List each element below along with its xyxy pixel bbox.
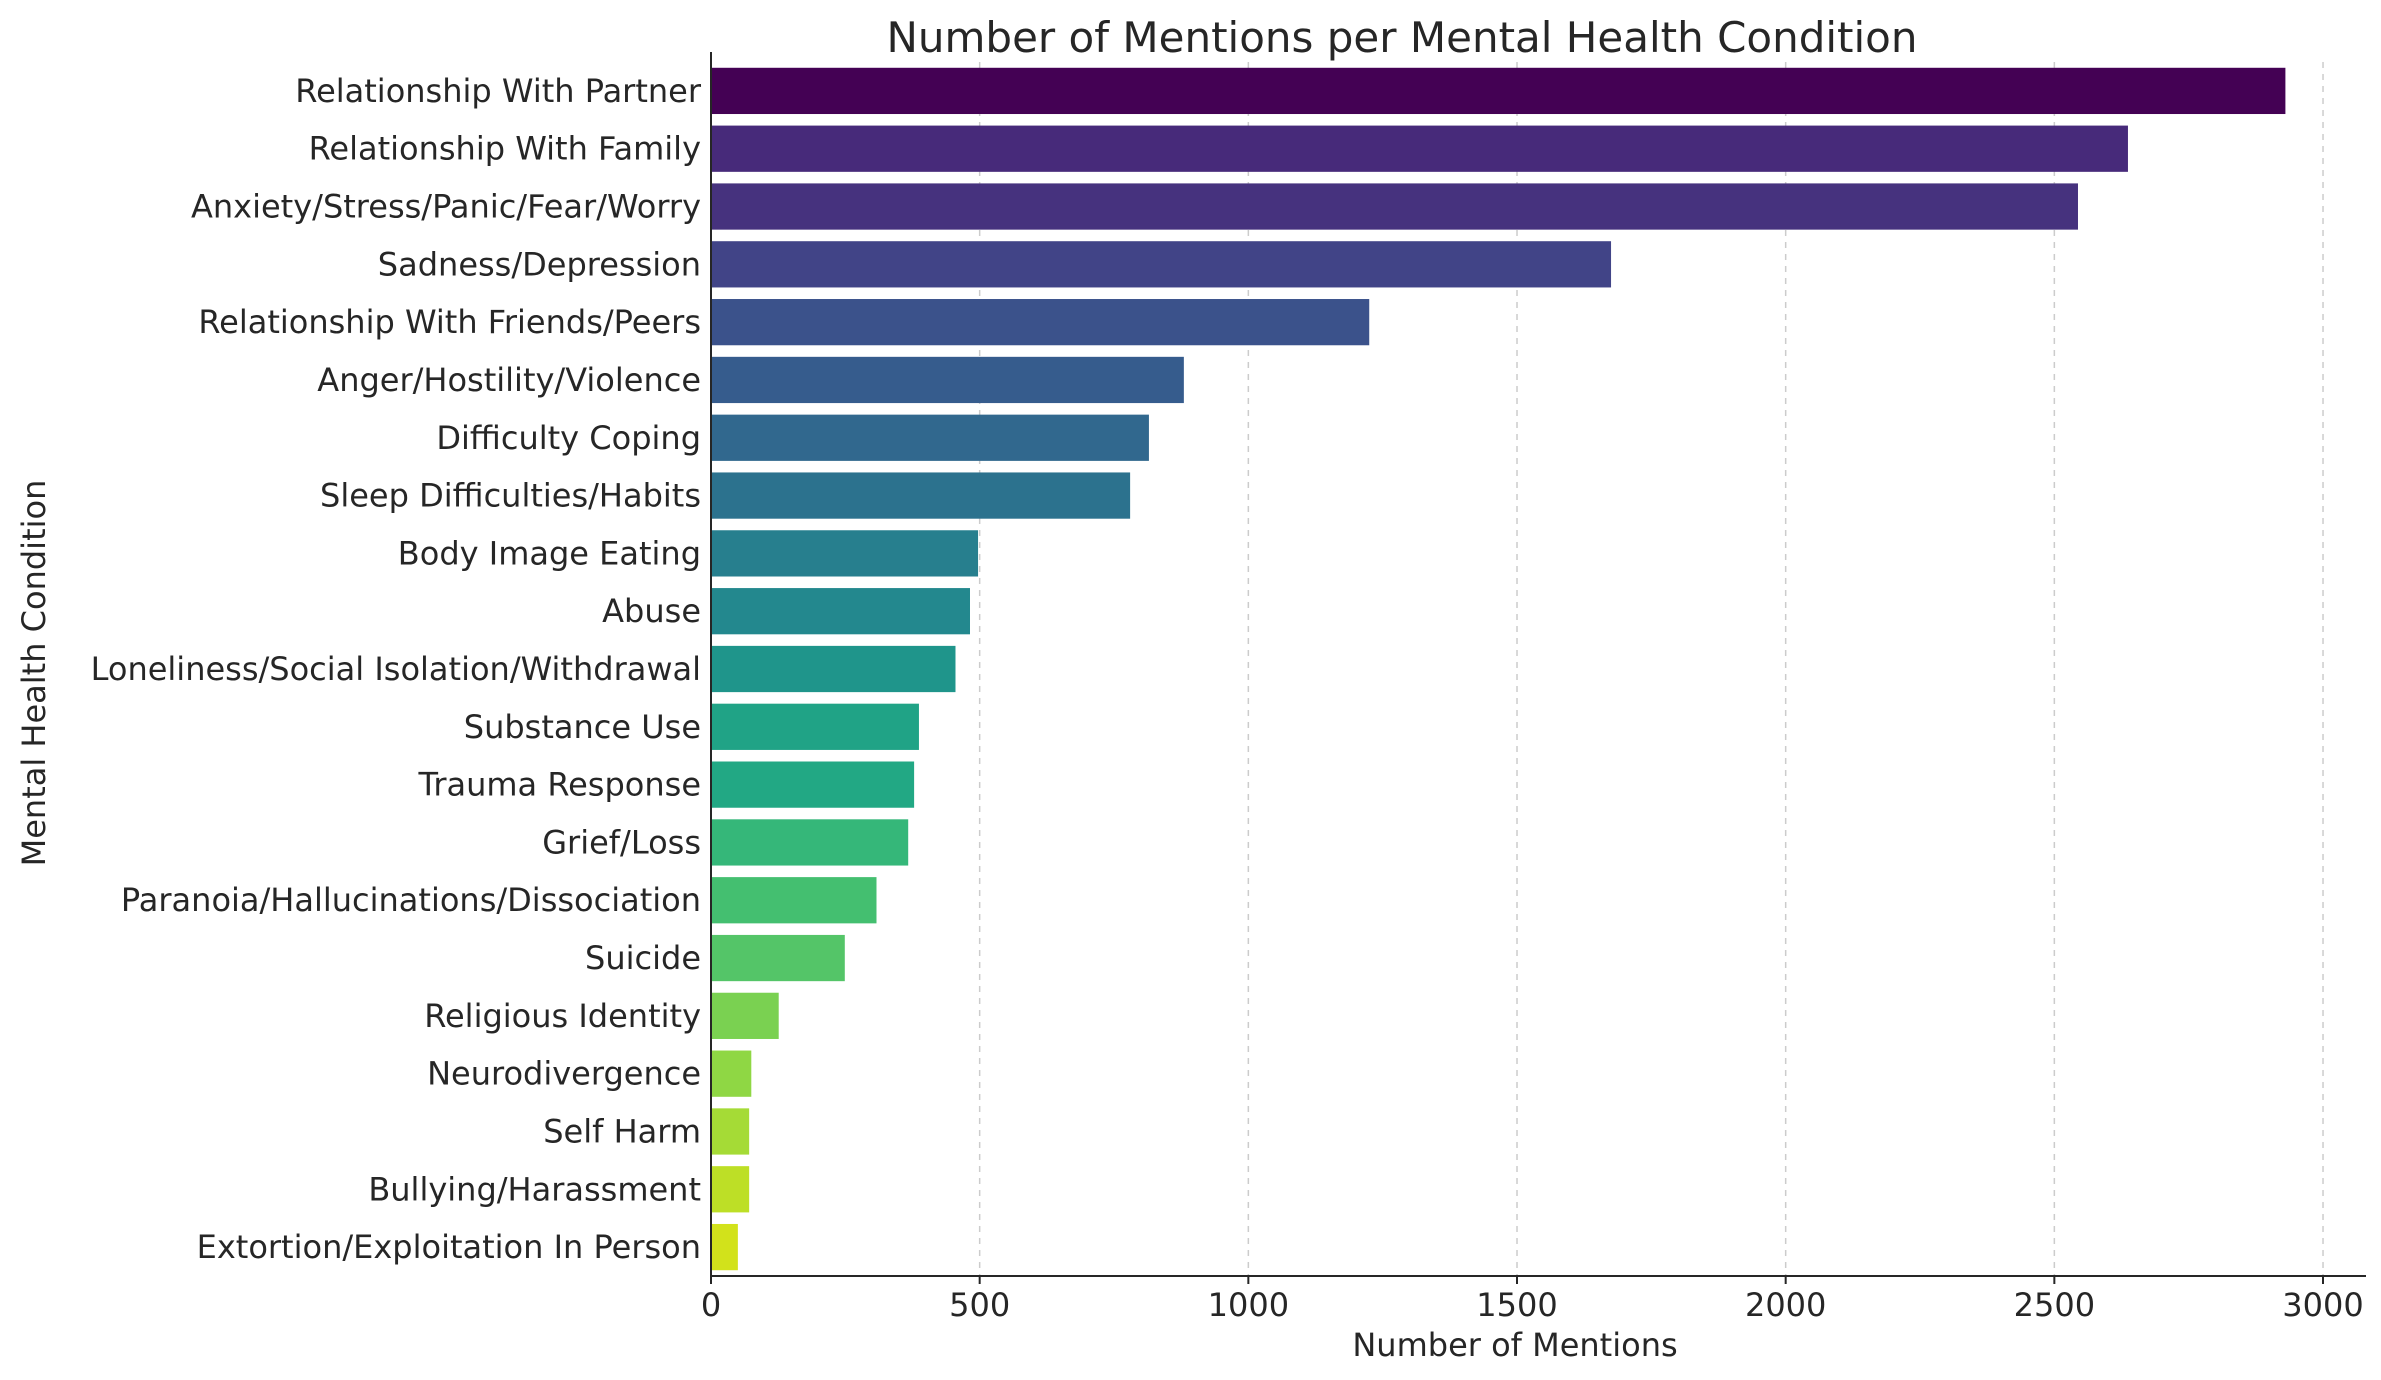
bar (711, 934, 845, 982)
grid-lines (978, 62, 2324, 1276)
category-label: Difficulty Coping (436, 419, 701, 457)
x-tick-label: 2500 (2014, 1286, 2095, 1324)
category-label: Abuse (602, 592, 701, 630)
bar (711, 761, 915, 808)
x-tick-label: 2000 (1745, 1286, 1826, 1324)
axes (710, 52, 2366, 1277)
category-label: Neurodivergence (427, 1055, 701, 1093)
bar (711, 588, 970, 635)
bar (711, 877, 877, 924)
x-tick-labels: 0 500 1000 1500 2000 2500 3000 (701, 1276, 2364, 1324)
category-label: Loneliness/Social Isolation/Withdrawal (91, 650, 701, 688)
category-label: Substance Use (464, 708, 701, 746)
bar (711, 472, 1131, 519)
bar (711, 414, 1149, 461)
category-label: Paranoia/Hallucinations/Dissociation (121, 881, 701, 919)
bar (711, 1166, 750, 1213)
bar (711, 125, 2128, 172)
bar (711, 530, 979, 577)
category-label: Grief/Loss (542, 823, 701, 861)
category-labels: Relationship With Partner Relationship Wi… (91, 72, 702, 1266)
x-tick-label: 500 (949, 1286, 1010, 1324)
category-label: Relationship With Friends/Peers (198, 303, 701, 341)
x-tick-label: 1500 (1476, 1286, 1557, 1324)
bar (711, 645, 956, 693)
category-label: Sadness/Depression (378, 245, 701, 283)
chart-title: Number of Mentions per Mental Health Con… (886, 13, 1917, 62)
bars (711, 67, 2286, 1271)
category-label: Relationship With Partner (295, 72, 702, 110)
bar (711, 703, 919, 750)
bar (711, 241, 1612, 288)
category-label: Sleep Difficulties/Habits (320, 477, 701, 515)
category-label: Anger/Hostility/Violence (317, 361, 701, 399)
bar (711, 819, 909, 866)
x-tick-label: 1000 (1208, 1286, 1289, 1324)
category-label: Anxiety/Stress/Panic/Fear/Worry (191, 188, 701, 226)
bar (711, 1223, 738, 1271)
bar (711, 299, 1370, 346)
bar (711, 992, 779, 1039)
category-label: Bullying/Harassment (368, 1170, 701, 1208)
x-tick-label: 3000 (2282, 1286, 2363, 1324)
bar (711, 1108, 750, 1155)
bar (711, 67, 2286, 115)
category-label: Religious Identity (424, 997, 701, 1035)
x-tick-label: 0 (701, 1286, 721, 1324)
x-axis-title: Number of Mentions (1352, 1326, 1677, 1364)
category-label: Suicide (585, 939, 701, 977)
category-label: Self Harm (543, 1112, 701, 1150)
category-label: Extortion/Exploitation In Person (197, 1228, 701, 1266)
bar (711, 356, 1184, 404)
category-label: Trauma Response (417, 766, 701, 804)
category-label: Relationship With Family (309, 130, 701, 168)
y-axis-title: Mental Health Condition (15, 480, 53, 867)
bar (711, 1050, 752, 1097)
category-label: Body Image Eating (398, 534, 701, 572)
bar (711, 183, 2078, 230)
